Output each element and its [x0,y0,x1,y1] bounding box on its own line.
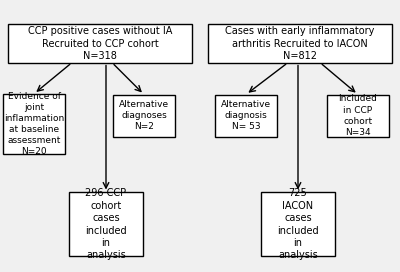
FancyBboxPatch shape [261,193,335,256]
FancyBboxPatch shape [69,193,143,256]
Text: Alternative
diagnoses
N=2: Alternative diagnoses N=2 [119,100,169,131]
FancyBboxPatch shape [215,95,277,137]
Text: CCP positive cases without IA
Recruited to CCP cohort
N=318: CCP positive cases without IA Recruited … [28,26,172,61]
Text: Included
in CCP
cohort
N=34: Included in CCP cohort N=34 [338,94,378,137]
FancyBboxPatch shape [8,24,192,63]
Text: Evidence of
joint
inflammation
at baseline
assessment
N=20: Evidence of joint inflammation at baseli… [4,91,64,156]
FancyBboxPatch shape [327,95,389,137]
Text: Cases with early inflammatory
arthritis Recruited to IACON
N=812: Cases with early inflammatory arthritis … [225,26,375,61]
Text: 725
IACON
cases
included
in
analysis: 725 IACON cases included in analysis [277,188,319,260]
FancyBboxPatch shape [208,24,392,63]
FancyBboxPatch shape [3,94,65,154]
FancyBboxPatch shape [113,95,175,137]
Text: 296 CCP
cohort
cases
included
in
analysis: 296 CCP cohort cases included in analysi… [85,188,127,260]
Text: Alternative
diagnosis
N= 53: Alternative diagnosis N= 53 [221,100,271,131]
